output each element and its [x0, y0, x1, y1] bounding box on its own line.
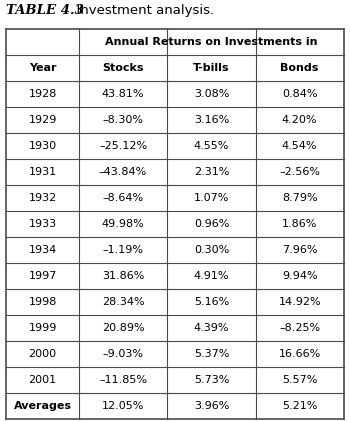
- Text: 5.21%: 5.21%: [282, 401, 317, 411]
- Text: Annual Returns on Investments in: Annual Returns on Investments in: [105, 37, 317, 47]
- Text: 5.73%: 5.73%: [194, 375, 229, 385]
- Text: 1999: 1999: [28, 323, 57, 333]
- Text: 5.16%: 5.16%: [194, 297, 229, 307]
- Text: 9.94%: 9.94%: [282, 271, 317, 281]
- Text: 1998: 1998: [28, 297, 57, 307]
- Text: –9.03%: –9.03%: [103, 349, 144, 359]
- Text: 1928: 1928: [28, 89, 57, 99]
- Text: 1930: 1930: [28, 141, 57, 151]
- Text: 1933: 1933: [28, 219, 57, 229]
- Text: 0.30%: 0.30%: [194, 245, 229, 255]
- Text: 1929: 1929: [28, 115, 57, 125]
- Text: –1.19%: –1.19%: [103, 245, 144, 255]
- Text: –11.85%: –11.85%: [99, 375, 147, 385]
- Text: 0.96%: 0.96%: [194, 219, 229, 229]
- Text: 2001: 2001: [28, 375, 57, 385]
- Text: Investment analysis.: Investment analysis.: [68, 4, 214, 17]
- Text: 4.20%: 4.20%: [282, 115, 317, 125]
- Text: 12.05%: 12.05%: [102, 401, 144, 411]
- Text: –43.84%: –43.84%: [99, 167, 147, 177]
- Text: 3.96%: 3.96%: [194, 401, 229, 411]
- Text: 31.86%: 31.86%: [102, 271, 144, 281]
- Text: 1934: 1934: [28, 245, 57, 255]
- Text: 3.16%: 3.16%: [194, 115, 229, 125]
- Text: –2.56%: –2.56%: [279, 167, 320, 177]
- Text: 3.08%: 3.08%: [194, 89, 229, 99]
- Text: 2.31%: 2.31%: [194, 167, 229, 177]
- Text: 2000: 2000: [28, 349, 57, 359]
- Text: 1931: 1931: [28, 167, 57, 177]
- Text: 0.84%: 0.84%: [282, 89, 317, 99]
- Text: 4.54%: 4.54%: [282, 141, 317, 151]
- Text: 1.86%: 1.86%: [282, 219, 317, 229]
- Text: 1.07%: 1.07%: [194, 193, 229, 203]
- Text: 1932: 1932: [28, 193, 57, 203]
- Text: 8.79%: 8.79%: [282, 193, 317, 203]
- Text: 5.37%: 5.37%: [194, 349, 229, 359]
- Text: T-bills: T-bills: [193, 63, 230, 73]
- Text: TABLE 4.3: TABLE 4.3: [6, 4, 84, 17]
- Text: –8.30%: –8.30%: [103, 115, 144, 125]
- Text: Stocks: Stocks: [102, 63, 144, 73]
- Text: Year: Year: [29, 63, 56, 73]
- Text: 4.91%: 4.91%: [194, 271, 229, 281]
- Text: 7.96%: 7.96%: [282, 245, 317, 255]
- Text: 43.81%: 43.81%: [102, 89, 144, 99]
- Text: Averages: Averages: [14, 401, 71, 411]
- Text: 16.66%: 16.66%: [279, 349, 321, 359]
- Text: 5.57%: 5.57%: [282, 375, 317, 385]
- Text: 4.39%: 4.39%: [194, 323, 229, 333]
- Text: –25.12%: –25.12%: [99, 141, 147, 151]
- Text: 4.55%: 4.55%: [194, 141, 229, 151]
- Text: 20.89%: 20.89%: [102, 323, 144, 333]
- Text: –8.25%: –8.25%: [279, 323, 320, 333]
- Text: 1997: 1997: [28, 271, 57, 281]
- Text: Bonds: Bonds: [280, 63, 319, 73]
- Text: –8.64%: –8.64%: [103, 193, 144, 203]
- Text: 49.98%: 49.98%: [102, 219, 145, 229]
- Text: 28.34%: 28.34%: [102, 297, 144, 307]
- Text: 14.92%: 14.92%: [278, 297, 321, 307]
